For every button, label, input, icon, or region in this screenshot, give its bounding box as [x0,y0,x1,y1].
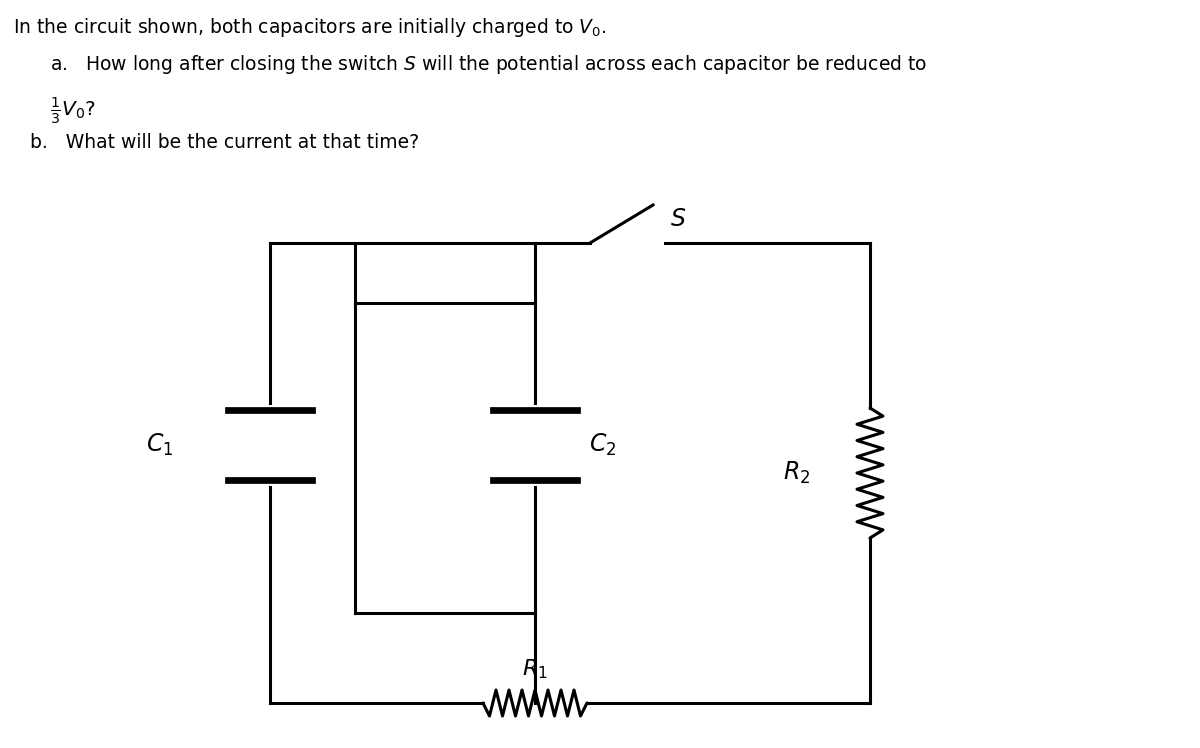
Text: $S$: $S$ [670,207,686,231]
Text: $C_1$: $C_1$ [145,432,173,458]
Text: $R_2$: $R_2$ [782,460,810,486]
Text: $R_1$: $R_1$ [522,657,548,681]
Text: In the circuit shown, both capacitors are initially charged to $V_0$.: In the circuit shown, both capacitors ar… [13,16,606,39]
Text: $C_2$: $C_2$ [589,432,617,458]
Text: b.   What will be the current at that time?: b. What will be the current at that time… [30,133,419,152]
Text: a.   How long after closing the switch $S$ will the potential across each capaci: a. How long after closing the switch $S$… [50,53,928,76]
Text: $\frac{1}{3}V_0$?: $\frac{1}{3}V_0$? [50,96,96,126]
